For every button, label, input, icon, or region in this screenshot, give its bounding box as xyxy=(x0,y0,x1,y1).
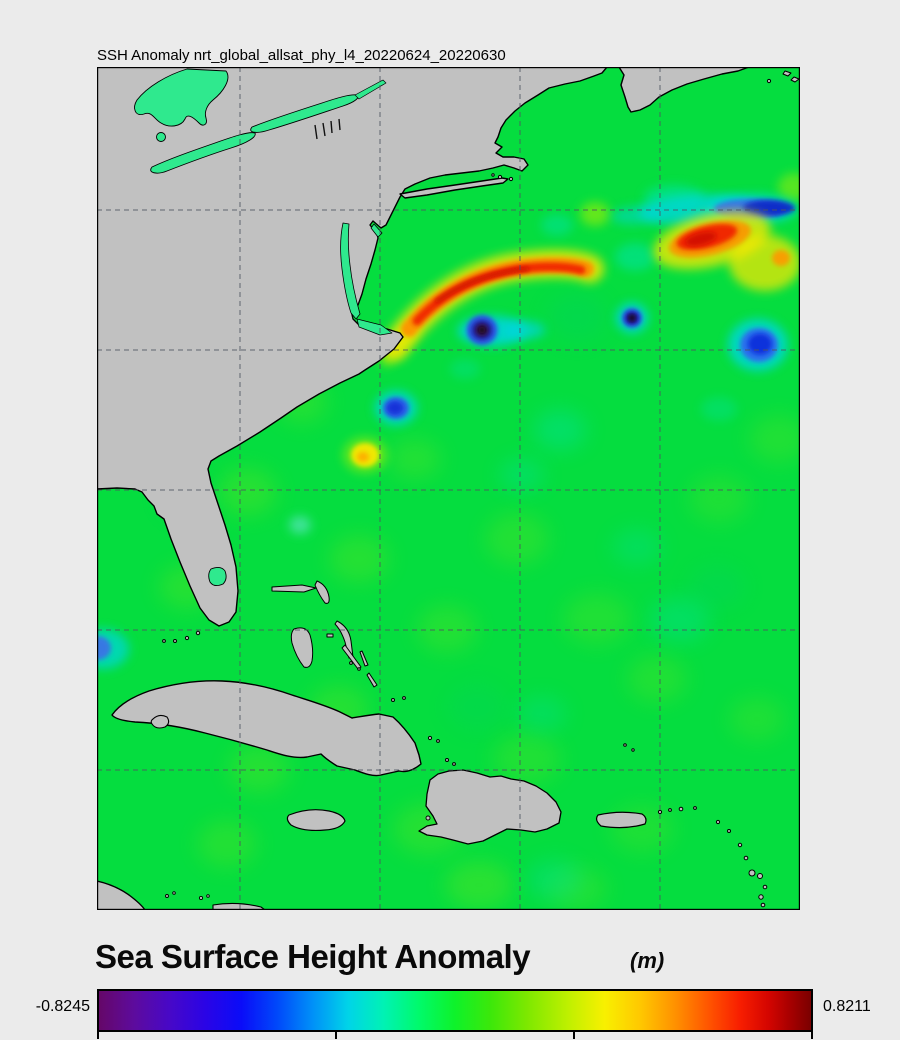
anomaly-teal-patch xyxy=(615,243,655,271)
map-svg xyxy=(97,67,800,910)
anomaly-cyan-spot xyxy=(289,516,311,534)
lake-ontario xyxy=(250,94,359,133)
anomaly-cold-eddy-1-core xyxy=(478,326,486,334)
lake-erie xyxy=(150,132,256,174)
anomaly-cold-patch-west-blue xyxy=(97,636,111,660)
finger-lakes xyxy=(314,118,341,140)
anomaly-mottle xyxy=(689,475,749,523)
anomaly-teal-patch xyxy=(701,397,737,421)
islands-florida-keys xyxy=(162,630,201,643)
island-gonave xyxy=(425,815,431,821)
anomaly-cold-eddy-mid-navy xyxy=(387,401,403,415)
islands-nantucket xyxy=(491,173,514,182)
islands-cayman xyxy=(165,891,210,901)
anomaly-emerald-patch xyxy=(447,683,507,731)
lakes-group xyxy=(134,68,393,587)
anomaly-cold-eddy-1-tail xyxy=(505,321,545,339)
anomaly-teal-patch xyxy=(541,214,573,236)
map-panel xyxy=(97,67,800,910)
land-long-island xyxy=(399,177,509,199)
colorbar-tick xyxy=(573,1030,575,1039)
colorbar-gradient xyxy=(99,991,811,1030)
map-border xyxy=(97,67,800,910)
colorbar-tick xyxy=(97,1030,99,1039)
land-nova-scotia xyxy=(618,67,750,113)
anomaly-mottle xyxy=(329,535,389,583)
anomaly-mottle xyxy=(217,468,277,516)
anomaly-band-navy-eddy xyxy=(743,200,795,216)
anomaly-cold-eddy-2-core xyxy=(629,315,635,321)
island-jamaica xyxy=(286,809,346,832)
anomaly-mottle xyxy=(485,513,549,565)
chesapeake-bay xyxy=(340,222,361,320)
anomaly-mottle xyxy=(627,655,687,703)
anomaly-teal-patch xyxy=(534,410,586,450)
island-puerto-rico xyxy=(595,811,647,829)
anomaly-mottle xyxy=(445,861,513,909)
anomaly-cold-eddy-right-navy xyxy=(748,333,772,355)
anomaly-mottle-lime xyxy=(580,202,610,226)
colorbar-tick xyxy=(811,1030,813,1039)
anomaly-gulfstream2-yellow2 xyxy=(729,235,800,291)
anomaly-teal-patch xyxy=(500,459,544,491)
plot-title: SSH Anomaly nrt_global_allsat_phy_l4_202… xyxy=(97,47,506,64)
islands-cape-breton xyxy=(766,70,800,84)
colorbar-title: Sea Surface Height Anomaly xyxy=(95,938,531,975)
anomaly-mottle xyxy=(197,820,257,868)
anomaly-teal-patch xyxy=(450,359,480,379)
anomaly-mottle xyxy=(729,697,785,741)
pamlico-sound xyxy=(356,318,393,336)
st-lawrence-river xyxy=(354,79,387,100)
colorbar-max-label: 0.8211 xyxy=(823,998,871,1015)
land-north-america xyxy=(97,67,608,627)
grid-lines xyxy=(97,67,800,910)
land-group xyxy=(97,67,800,910)
colorbar-tick xyxy=(335,1030,337,1039)
anomaly-mottle xyxy=(493,733,561,785)
delaware-bay xyxy=(370,223,383,238)
anomaly-teal-patch xyxy=(518,696,566,732)
islands-lesser-antilles xyxy=(657,806,768,908)
anomaly-mottle xyxy=(749,415,800,463)
anomaly-mottle xyxy=(229,745,289,793)
anomaly-mottle xyxy=(417,605,477,653)
colorbar xyxy=(97,989,813,1032)
anomaly-mottle xyxy=(563,593,631,645)
anomaly-yellow-eddy-core xyxy=(357,452,369,462)
island-hispaniola xyxy=(418,769,562,845)
lake-st-clair xyxy=(156,132,166,142)
anomaly-orange-spot xyxy=(772,250,790,266)
lake-huron xyxy=(134,68,229,127)
anomaly-mottle xyxy=(778,173,800,201)
islands-bahamas xyxy=(271,580,635,766)
anomaly-gulfstream-arc-core xyxy=(435,267,529,303)
island-isla-juventud xyxy=(150,714,170,729)
anomaly-gulfstream2-core xyxy=(685,232,717,246)
lake-okeechobee xyxy=(208,566,227,587)
colorbar-min-label: -0.8245 xyxy=(35,998,90,1015)
colorbar-units-label: (m) xyxy=(630,948,665,973)
anomaly-emerald-patch xyxy=(547,293,607,341)
anomaly-teal-patch xyxy=(527,860,583,900)
anomaly-mottle xyxy=(389,439,441,479)
anomaly-teal-patch xyxy=(613,529,661,565)
anomaly-teal-patch xyxy=(650,598,710,642)
anomaly-emerald-patch xyxy=(689,565,745,609)
